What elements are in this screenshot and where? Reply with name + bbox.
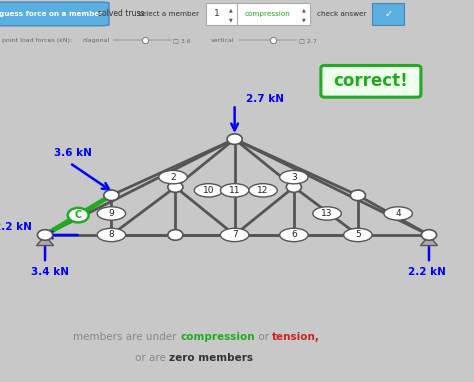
Ellipse shape (313, 207, 341, 220)
Circle shape (68, 208, 89, 222)
Circle shape (350, 190, 365, 201)
Text: 11: 11 (229, 186, 240, 195)
Polygon shape (420, 236, 438, 246)
Circle shape (168, 182, 183, 192)
Text: guess force on a member: guess force on a member (0, 11, 103, 17)
Text: 8: 8 (109, 230, 114, 240)
Text: ✓: ✓ (384, 9, 392, 19)
Ellipse shape (249, 184, 277, 197)
Text: 3: 3 (291, 173, 297, 181)
Text: 2: 2 (170, 173, 176, 181)
FancyBboxPatch shape (0, 2, 109, 26)
Circle shape (286, 230, 301, 240)
Text: ▲: ▲ (229, 8, 233, 13)
Text: 2.7 kN: 2.7 kN (246, 94, 284, 105)
FancyBboxPatch shape (237, 3, 310, 25)
Text: □ 2.7: □ 2.7 (299, 38, 317, 43)
Ellipse shape (220, 184, 249, 197)
Text: ▲: ▲ (301, 8, 305, 13)
Text: compression: compression (180, 332, 255, 342)
Text: ▼: ▼ (229, 17, 233, 22)
Text: 13: 13 (321, 209, 333, 218)
Text: or: or (255, 332, 272, 342)
Text: 2.2 kN: 2.2 kN (0, 222, 32, 232)
Text: 7: 7 (232, 230, 237, 240)
Text: 9: 9 (109, 209, 114, 218)
Text: □ 3.6: □ 3.6 (173, 38, 191, 43)
Text: 1: 1 (214, 10, 220, 18)
Circle shape (104, 190, 119, 201)
Circle shape (104, 230, 119, 240)
Text: 10: 10 (203, 186, 214, 195)
Text: correct!: correct! (334, 72, 408, 90)
Text: members are under: members are under (73, 332, 180, 342)
Ellipse shape (344, 228, 372, 242)
Ellipse shape (384, 207, 412, 220)
Text: 3.6 kN: 3.6 kN (54, 148, 91, 158)
Circle shape (37, 230, 53, 240)
Circle shape (227, 134, 242, 144)
Text: 6: 6 (291, 230, 297, 240)
Text: select a member: select a member (138, 11, 199, 17)
Text: diagonal: diagonal (83, 38, 110, 43)
Text: check answer: check answer (317, 11, 366, 17)
Text: 12: 12 (257, 186, 269, 195)
Circle shape (168, 230, 183, 240)
Circle shape (421, 230, 437, 240)
FancyBboxPatch shape (321, 65, 421, 97)
Text: or are: or are (135, 353, 169, 363)
Polygon shape (36, 236, 54, 246)
Ellipse shape (280, 170, 308, 184)
Ellipse shape (97, 207, 126, 220)
Ellipse shape (220, 228, 249, 242)
Text: zero members: zero members (169, 353, 253, 363)
FancyBboxPatch shape (206, 3, 238, 25)
Text: compression: compression (245, 11, 291, 17)
Text: vertical: vertical (211, 38, 235, 43)
Text: C: C (74, 210, 82, 220)
Text: tension,: tension, (272, 332, 320, 342)
Ellipse shape (159, 170, 187, 184)
Circle shape (227, 230, 242, 240)
Ellipse shape (194, 184, 223, 197)
Text: 3.4 kN: 3.4 kN (31, 267, 69, 277)
Text: point load forces (kN):: point load forces (kN): (2, 38, 73, 43)
Text: 4: 4 (395, 209, 401, 218)
Ellipse shape (97, 228, 126, 242)
Text: 5: 5 (355, 230, 361, 240)
Text: ▼: ▼ (301, 17, 305, 22)
Circle shape (350, 230, 365, 240)
Circle shape (286, 182, 301, 192)
Text: 2.2 kN: 2.2 kN (408, 267, 446, 277)
FancyBboxPatch shape (372, 3, 404, 25)
Text: solved truss: solved truss (98, 10, 144, 18)
Ellipse shape (280, 228, 308, 242)
